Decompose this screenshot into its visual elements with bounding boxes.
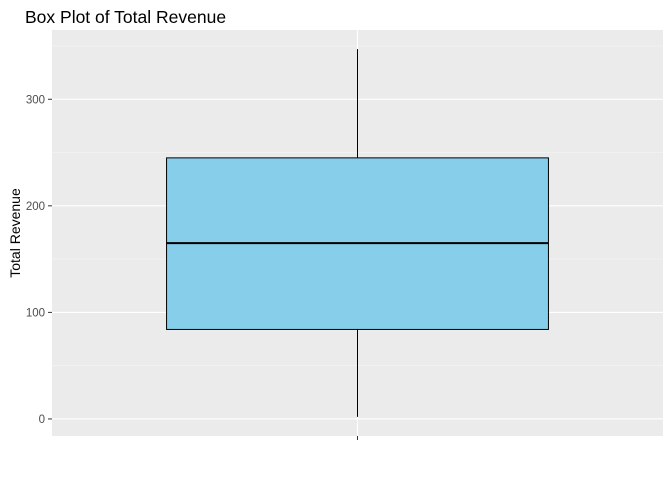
y-axis: 0 100 200 300 xyxy=(26,94,52,426)
y-tick-label: 0 xyxy=(39,414,45,426)
y-tick-label: 300 xyxy=(26,94,45,106)
y-axis-title: Total Revenue xyxy=(7,188,23,278)
chart-title: Box Plot of Total Revenue xyxy=(25,7,226,27)
y-tick-label: 100 xyxy=(26,307,45,319)
box-element xyxy=(166,49,549,417)
y-tick-label: 200 xyxy=(26,201,45,213)
plot-panel xyxy=(52,30,663,436)
